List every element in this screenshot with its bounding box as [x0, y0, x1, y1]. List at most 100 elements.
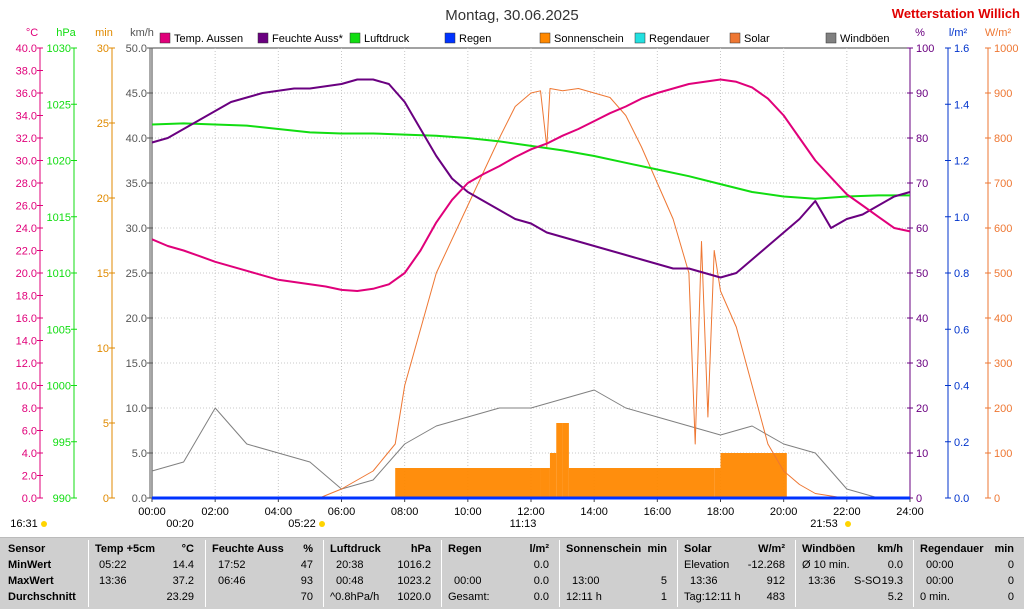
- rain-max: 0.0: [533, 575, 549, 587]
- legend-swatch: [634, 32, 646, 44]
- sun-total: 12:11 h: [566, 591, 602, 603]
- raindur-avg: 0: [1007, 591, 1014, 603]
- solar-tick-label: 900: [994, 88, 1012, 100]
- wind-tick-label: 40.0: [126, 133, 147, 145]
- rain-tick-label: 1.4: [954, 99, 969, 111]
- minutes-tick-label: 5: [103, 418, 109, 430]
- series-line-luftdruck: [151, 122, 910, 200]
- humidity-tick-label: 90: [916, 88, 928, 100]
- wind-avg10-label: Ø 10 min.: [802, 559, 850, 571]
- temp-tick-label: 12.0: [16, 358, 37, 370]
- temp-tick-label: 20.0: [16, 268, 37, 280]
- x-tick-label: 12:00: [517, 506, 545, 518]
- legend-label: Regen: [459, 33, 491, 45]
- wind-col: Windböen km/h Ø 10 min. 0.0 13:36 S-SO 19.3 …: [796, 538, 913, 609]
- raindur-total: 0 min.: [920, 591, 950, 603]
- solar-tick-label: 100: [994, 448, 1012, 460]
- sunshine-col: Sonnenschein min 13:00 5 12:11 h 1: [560, 538, 677, 609]
- solar-unit-label: W/m²: [985, 27, 1012, 39]
- sun-max-time: 13:00: [572, 575, 600, 587]
- legend-swatch: [825, 32, 837, 44]
- pressure-tick-label: 990: [53, 493, 71, 505]
- solar-tick-label: 800: [994, 133, 1012, 145]
- humidity-tick-label: 10: [916, 448, 928, 460]
- wind-max: 19.3: [881, 575, 903, 587]
- temp-header: Temp +5cm: [95, 543, 156, 555]
- series-line-windb-en: [151, 389, 910, 499]
- solar-avg: 483: [766, 591, 785, 603]
- x-tick-label: 14:00: [580, 506, 608, 518]
- wind-tick-label: 20.0: [126, 313, 147, 325]
- label-max: MaxWert: [8, 575, 54, 587]
- pressure-tick-label: 1030: [47, 43, 71, 55]
- rain-tick-label: 0.8: [954, 268, 969, 280]
- x-tick-label: 18:00: [707, 506, 735, 518]
- stats-table: Sensor MinWert MaxWert Durchschnitt Temp…: [0, 537, 1024, 609]
- humidity-tick-label: 30: [916, 358, 928, 370]
- wind-tick-label: 45.0: [126, 88, 147, 100]
- pres-max-time: 00:48: [336, 575, 364, 587]
- hum-unit: %: [303, 543, 313, 555]
- pressure-axis: 1030 1025 1020 1015 1010 1005 1000 995 990 hPa: [47, 27, 77, 505]
- solar-tick-label: 700: [994, 178, 1012, 190]
- sunshine-bar: [562, 423, 569, 498]
- temp-tick-label: 30.0: [16, 156, 37, 168]
- solar-elevation-label: Elevation: [684, 559, 730, 571]
- legend-label: Windböen: [840, 33, 890, 45]
- solar-tick-label: 1000: [994, 43, 1018, 55]
- wind-tick-label: 15.0: [126, 358, 147, 370]
- humidity-unit-label: %: [915, 27, 925, 39]
- temp-tick-label: 32.0: [16, 133, 37, 145]
- hum-avg: 70: [300, 591, 313, 603]
- label-sensor: Sensor: [8, 543, 46, 555]
- series-line-temp-aussen: [151, 78, 911, 292]
- chart-grid: [151, 47, 911, 499]
- chart-axes: 40.0 38.0 36.0 34.0 32.0 30.0 28.0 26.0 24.0 22.0…: [16, 27, 1019, 518]
- wind-tick-label: 0.0: [132, 493, 147, 505]
- chart-title: Montag, 30.06.2025: [445, 7, 578, 24]
- pres-min-time: 20:38: [336, 559, 364, 571]
- pres-min: 1016.2: [397, 559, 431, 571]
- series-line-solar: [319, 88, 844, 499]
- wind-header: Windböen: [802, 543, 856, 555]
- pressure-unit-label: hPa: [56, 27, 76, 39]
- wind-tick-label: 35.0: [126, 178, 147, 190]
- hum-min: 47: [300, 559, 313, 571]
- x-tick-label: 08:00: [391, 506, 419, 518]
- hum-min-time: 17:52: [218, 559, 246, 571]
- station-name: Wetterstation Willich: [892, 6, 1020, 21]
- humidity-col: Feuchte Auss% 17:52 47 06:46 93 70: [206, 538, 323, 609]
- solar-unit: W/m²: [758, 543, 785, 555]
- sunshine-bar: [540, 468, 550, 498]
- legend-label: Temp. Aussen: [174, 33, 243, 45]
- raindur-max-time: 00:00: [926, 575, 954, 587]
- wind-unit: km/h: [877, 543, 903, 555]
- pressure-tick-label: 995: [53, 437, 71, 449]
- sunshine-bar: [714, 468, 721, 498]
- rain-tick-label: 1.2: [954, 156, 969, 168]
- pressure-tick-label: 1005: [47, 324, 71, 336]
- time-markers: 16:31 00:20 05:22 11:13 21:53: [10, 518, 851, 530]
- label-min: MinWert: [8, 559, 52, 571]
- temp-tick-label: 14.0: [16, 336, 37, 348]
- sun-marker-icon: [845, 521, 851, 527]
- minutes-tick-label: 25: [97, 118, 109, 130]
- temp-min-time: 05:22: [99, 559, 127, 571]
- wind-tick-label: 10.0: [126, 403, 147, 415]
- temp-unit-label: °C: [26, 27, 38, 39]
- solar-max: 912: [766, 575, 785, 587]
- pres-unit: hPa: [410, 543, 431, 555]
- solar-tick-label: 500: [994, 268, 1012, 280]
- pressure-tick-label: 1025: [47, 99, 71, 111]
- pressure-tick-label: 1015: [47, 212, 71, 224]
- humidity-tick-label: 70: [916, 178, 928, 190]
- rain-tick-label: 0.4: [954, 381, 969, 393]
- wind-tick-label: 30.0: [126, 223, 147, 235]
- solar-max-time: 13:36: [690, 575, 718, 587]
- x-tick-label: 06:00: [328, 506, 356, 518]
- solar-col: Solar W/m² Elevation -12.268 13:36 912 Tag:…: [678, 538, 795, 609]
- temp-unit: °C: [181, 543, 194, 555]
- rain-tick-label: 0.0: [954, 493, 969, 505]
- label-avg: Durchschnitt: [8, 591, 76, 603]
